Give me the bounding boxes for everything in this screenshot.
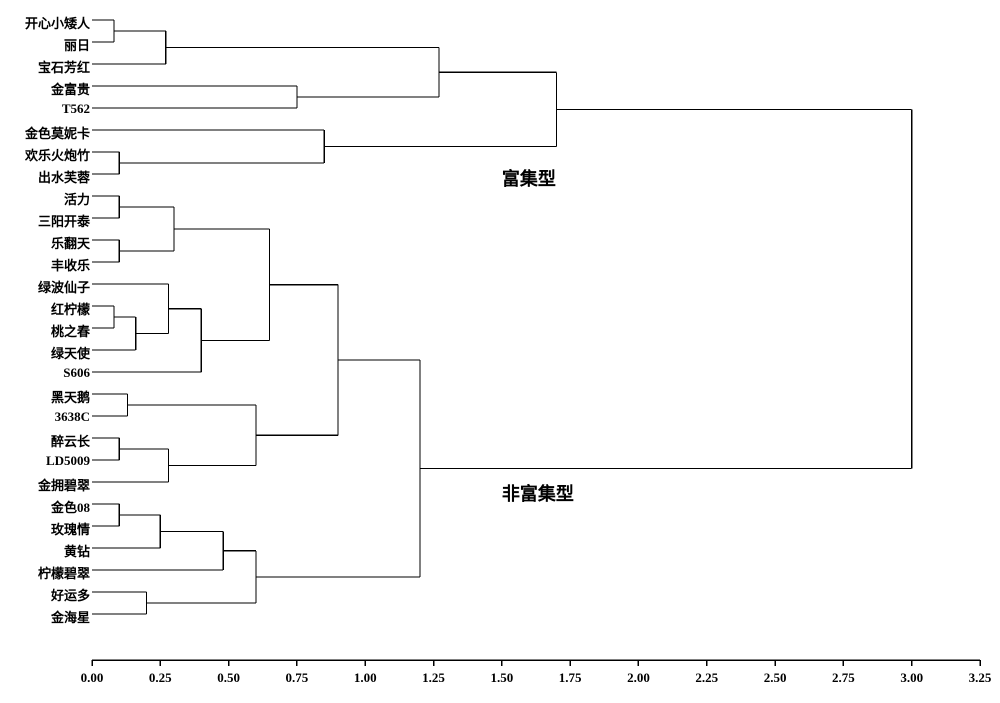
leaf-label: 黑天鹅 (51, 387, 90, 406)
x-tick-label: 0.25 (140, 670, 180, 686)
leaf-label: 欢乐火炮竹 (25, 145, 90, 164)
leaf-label: 活力 (64, 189, 90, 208)
leaf-label: 好运多 (51, 585, 90, 604)
leaf-label: LD5009 (46, 453, 90, 469)
cluster-label: 富集型 (502, 165, 556, 191)
x-tick-label: 2.00 (618, 670, 658, 686)
leaf-label: 玫瑰情 (51, 519, 90, 538)
leaf-label: 金海星 (51, 607, 90, 626)
x-tick-label: 3.00 (892, 670, 932, 686)
leaf-label: 醉云长 (51, 431, 90, 450)
leaf-label: 金色莫妮卡 (25, 123, 90, 142)
dendrogram-chart: { "layout": { "label_right_x": 90, "plot… (0, 0, 1000, 703)
cluster-label: 非富集型 (502, 480, 574, 506)
leaf-label: 绿天使 (51, 343, 90, 362)
leaf-label: 绿波仙子 (38, 277, 90, 296)
dendrogram-lines (0, 0, 1000, 703)
leaf-label: 3638C (55, 409, 90, 425)
x-tick-label: 0.75 (277, 670, 317, 686)
leaf-label: 金色08 (51, 497, 90, 516)
x-tick-label: 2.25 (687, 670, 727, 686)
leaf-label: T562 (62, 101, 90, 117)
leaf-label: 丽日 (64, 35, 90, 54)
leaf-label: 桃之春 (51, 321, 90, 340)
x-tick-label: 0.00 (72, 670, 112, 686)
leaf-label: S606 (63, 365, 90, 381)
x-tick-label: 1.75 (550, 670, 590, 686)
x-tick-label: 1.25 (414, 670, 454, 686)
x-tick-label: 2.75 (823, 670, 863, 686)
x-tick-label: 1.00 (345, 670, 385, 686)
leaf-label: 红柠檬 (51, 299, 90, 318)
leaf-label: 宝石芳红 (38, 57, 90, 76)
leaf-label: 黄钻 (64, 541, 90, 560)
leaf-label: 三阳开泰 (38, 211, 90, 230)
leaf-label: 丰收乐 (51, 255, 90, 274)
leaf-label: 乐翻天 (51, 233, 90, 252)
x-tick-label: 3.25 (960, 670, 1000, 686)
x-tick-label: 0.50 (209, 670, 249, 686)
leaf-label: 开心小矮人 (25, 13, 90, 32)
x-tick-label: 1.50 (482, 670, 522, 686)
x-tick-label: 2.50 (755, 670, 795, 686)
leaf-label: 金拥碧翠 (38, 475, 90, 494)
leaf-label: 出水芙蓉 (38, 167, 90, 186)
leaf-label: 柠檬碧翠 (38, 563, 90, 582)
leaf-label: 金富贵 (51, 79, 90, 98)
